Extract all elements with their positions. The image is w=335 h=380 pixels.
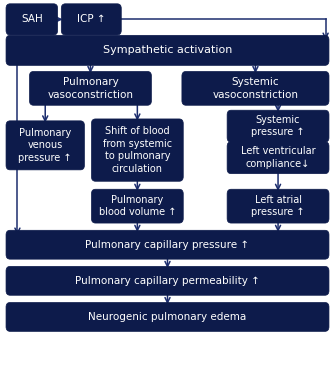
FancyBboxPatch shape <box>6 302 329 331</box>
FancyBboxPatch shape <box>6 35 329 65</box>
Text: ICP ↑: ICP ↑ <box>77 14 106 24</box>
FancyBboxPatch shape <box>6 4 58 35</box>
Text: Pulmonary
vasoconstriction: Pulmonary vasoconstriction <box>48 77 133 100</box>
Text: Neurogenic pulmonary edema: Neurogenic pulmonary edema <box>88 312 247 322</box>
FancyBboxPatch shape <box>182 71 329 105</box>
Text: Pulmonary capillary permeability ↑: Pulmonary capillary permeability ↑ <box>75 276 260 286</box>
Text: Systemic
pressure ↑: Systemic pressure ↑ <box>251 115 305 137</box>
FancyBboxPatch shape <box>61 4 121 35</box>
Text: Left atrial
pressure ↑: Left atrial pressure ↑ <box>251 195 305 217</box>
FancyBboxPatch shape <box>6 230 329 259</box>
Text: Pulmonary
venous
pressure ↑: Pulmonary venous pressure ↑ <box>18 128 72 163</box>
Text: Shift of blood
from systemic
to pulmonary
circulation: Shift of blood from systemic to pulmonar… <box>103 127 172 174</box>
Text: Pulmonary
blood volume ↑: Pulmonary blood volume ↑ <box>99 195 176 217</box>
FancyBboxPatch shape <box>227 189 329 223</box>
FancyBboxPatch shape <box>227 110 329 142</box>
Text: Sympathetic activation: Sympathetic activation <box>103 45 232 55</box>
FancyBboxPatch shape <box>6 266 329 295</box>
FancyBboxPatch shape <box>6 121 84 170</box>
FancyBboxPatch shape <box>91 189 183 223</box>
Text: SAH: SAH <box>21 14 43 24</box>
FancyBboxPatch shape <box>91 119 183 181</box>
FancyBboxPatch shape <box>29 71 151 105</box>
Text: Pulmonary capillary pressure ↑: Pulmonary capillary pressure ↑ <box>85 240 250 250</box>
FancyBboxPatch shape <box>227 142 329 174</box>
Text: Systemic
vasoconstriction: Systemic vasoconstriction <box>212 77 298 100</box>
Text: Left ventricular
compliance↓: Left ventricular compliance↓ <box>241 147 315 169</box>
